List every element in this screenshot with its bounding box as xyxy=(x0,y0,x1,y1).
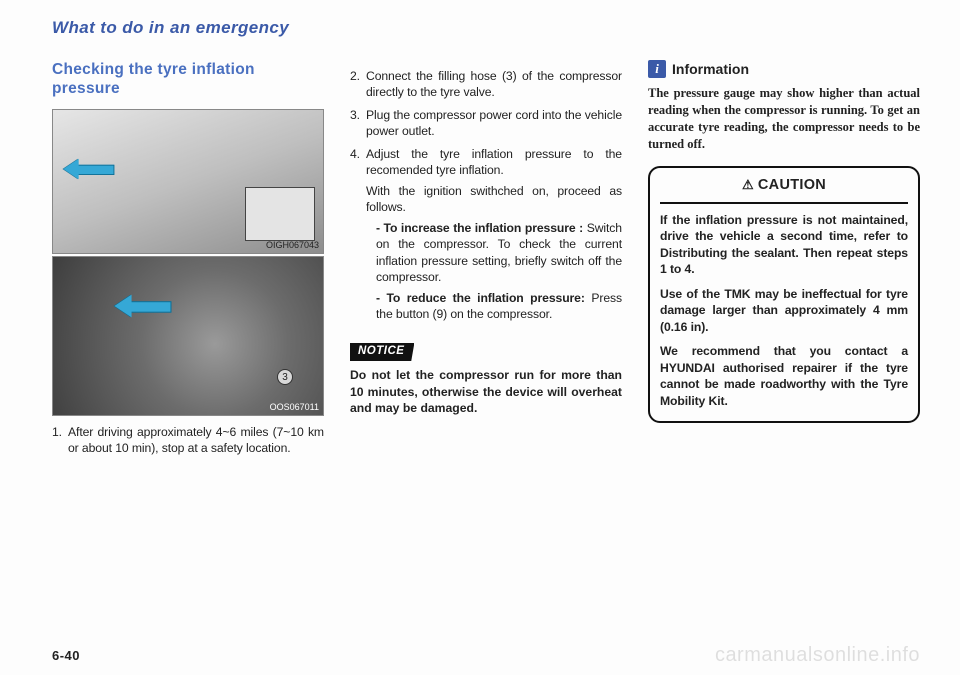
chapter-title: What to do in an emergency xyxy=(52,18,299,38)
manual-page: What to do in an emergency Checking the … xyxy=(0,0,960,675)
figure-code: OOS067011 xyxy=(270,401,319,413)
section-heading-line2: pressure xyxy=(52,80,120,97)
substep-reduce: - To reduce the inflation pressure: Pres… xyxy=(366,290,622,323)
information-heading: i Information xyxy=(648,60,920,79)
caution-p3: We recommend that you contact a HYUNDAI … xyxy=(660,343,908,409)
substep-lead: - To reduce the inflation pressure: xyxy=(376,291,585,305)
substep-increase: - To increase the inflation pressure : S… xyxy=(366,220,622,286)
caution-p1: If the inflation pressure is not maintai… xyxy=(660,212,908,278)
step-text: Connect the filling hose (3) of the comp… xyxy=(366,68,622,101)
caution-label: CAUTION xyxy=(758,177,826,193)
content-columns: Checking the tyre inflation pressure OIG… xyxy=(52,60,920,620)
info-title: Information xyxy=(672,60,749,79)
column-3: i Information The pressure gauge may sho… xyxy=(648,60,920,620)
caution-p2: Use of the TMK may be ineffectual for ty… xyxy=(660,286,908,335)
watermark: carmanualsonline.info xyxy=(715,644,920,667)
arrow-icon xyxy=(63,159,112,178)
figure-code: OIGH067043 xyxy=(266,239,319,251)
step-number: 2. xyxy=(350,68,366,101)
step-number: 1. xyxy=(52,424,68,457)
step-number: 4. xyxy=(350,146,366,323)
figure-tyre-valve: 3 OOS067011 xyxy=(52,256,324,416)
caution-heading: ⚠ CAUTION xyxy=(660,176,908,204)
step4-line-a: Adjust the tyre inflation pressure to th… xyxy=(366,146,622,179)
page-number: 6-40 xyxy=(52,648,80,663)
column-1: Checking the tyre inflation pressure OIG… xyxy=(52,60,324,620)
figure-compressor-hose: OIGH067043 xyxy=(52,109,324,254)
step-text: Adjust the tyre inflation pressure to th… xyxy=(366,146,622,323)
step-text: Plug the compressor power cord into the … xyxy=(366,107,622,140)
warning-icon: ⚠ xyxy=(742,177,754,192)
arrow-icon xyxy=(114,295,169,316)
caution-box: ⚠ CAUTION If the inflation pressure is no… xyxy=(648,166,920,423)
substep-lead: - To increase the inflation pressure : xyxy=(376,221,583,235)
step-1: 1. After driving approximately 4~6 miles… xyxy=(52,424,324,457)
section-heading: Checking the tyre inflation pressure xyxy=(52,60,324,99)
notice-body: Do not let the compressor run for more t… xyxy=(350,367,622,416)
step-3: 3. Plug the compressor power cord into t… xyxy=(350,107,622,140)
callout-number: 3 xyxy=(277,369,293,385)
step-text: After driving approximately 4~6 miles (7… xyxy=(68,424,324,457)
page-header: What to do in an emergency xyxy=(52,18,920,46)
step-4: 4. Adjust the tyre inflation pressure to… xyxy=(350,146,622,323)
info-icon: i xyxy=(648,60,666,78)
step-number: 3. xyxy=(350,107,366,140)
section-heading-line1: Checking the tyre inflation xyxy=(52,61,255,78)
column-2: 2. Connect the filling hose (3) of the c… xyxy=(350,60,622,620)
steps-list-cont: 2. Connect the filling hose (3) of the c… xyxy=(350,68,622,323)
step4-line-b: With the ignition swithched on, proceed … xyxy=(366,183,622,216)
steps-list: 1. After driving approximately 4~6 miles… xyxy=(52,424,324,457)
notice-label: NOTICE xyxy=(350,343,414,362)
step-2: 2. Connect the filling hose (3) of the c… xyxy=(350,68,622,101)
figure-inset xyxy=(245,187,315,241)
info-body: The pressure gauge may show higher than … xyxy=(648,85,920,153)
